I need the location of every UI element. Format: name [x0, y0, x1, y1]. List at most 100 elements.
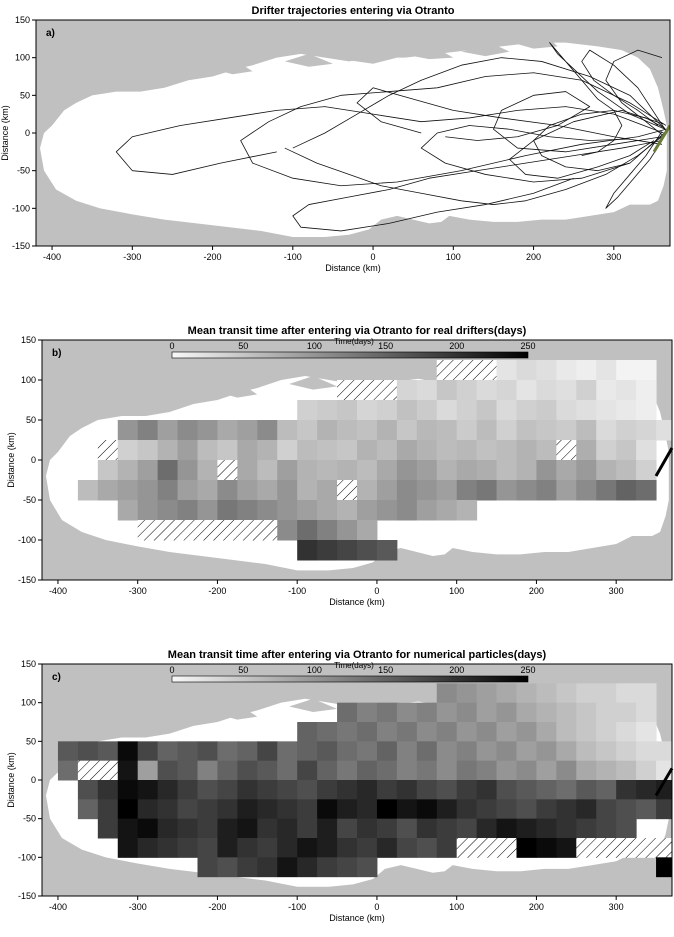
x-tick-label: 200 [529, 902, 544, 912]
heatmap-cell [456, 780, 478, 800]
heatmap-cell [157, 799, 179, 820]
heatmap-cell [177, 760, 199, 781]
x-tick-label: 300 [609, 902, 624, 912]
otranto-section-line [654, 767, 674, 797]
no-data-cell [217, 460, 238, 481]
heatmap-cell [177, 500, 199, 521]
heatmap-cell [297, 500, 318, 521]
heatmap-cell [636, 480, 657, 501]
colorbar-tick-label: 100 [307, 665, 322, 675]
heatmap-cell [217, 760, 238, 781]
heatmap-cell [616, 780, 637, 800]
heatmap-cell [636, 780, 657, 800]
heatmap-cell [237, 420, 258, 441]
numerical-particles-heatmap: 0 50 100 150 200 250 Time(days) -400 -300 -200 -10… [6, 649, 674, 923]
heatmap-cell [257, 420, 278, 441]
heatmap-cell [357, 799, 378, 820]
heatmap-cell [357, 818, 378, 839]
heatmap-cell [257, 838, 278, 858]
heatmap-cell [616, 799, 637, 820]
heatmap-cell [337, 702, 358, 723]
heatmap-cell [536, 741, 557, 762]
heatmap-cell [436, 420, 458, 441]
heatmap-cell [357, 480, 378, 501]
island [517, 38, 558, 49]
y-tick-label: 150 [15, 15, 30, 25]
y-tick-label: -50 [17, 166, 30, 176]
heatmap-cell [197, 780, 218, 800]
heatmap-cell [376, 440, 398, 461]
heatmap-cell [197, 741, 218, 762]
heatmap-cell [416, 780, 438, 800]
colorbar-label: Time(days) [334, 661, 374, 670]
heatmap-cell [137, 780, 159, 800]
x-tick-label: -100 [284, 252, 302, 262]
heatmap-cell [636, 702, 657, 723]
heatmap-cell [297, 780, 318, 800]
heatmap-cell [436, 480, 458, 501]
heatmap-cell [137, 500, 159, 521]
y-tick-label: -150 [12, 241, 30, 251]
heatmap-cell [476, 400, 498, 421]
heatmap-cell [496, 400, 517, 421]
heatmap-cell [357, 838, 378, 858]
heatmap-cell [596, 360, 617, 381]
heatmap-cell [456, 760, 478, 781]
heatmap-cell [476, 818, 498, 839]
heatmap-cell [416, 460, 438, 481]
heatmap-cell [337, 857, 358, 878]
otranto-section-line [652, 124, 670, 153]
no-data-cell [97, 760, 119, 781]
heatmap-cell [396, 460, 418, 481]
y-tick-label: -100 [18, 535, 36, 545]
heatmap-cell [317, 741, 338, 762]
heatmap-cell [456, 380, 478, 401]
x-tick-label: -200 [208, 902, 226, 912]
heatmap-cell [416, 380, 438, 401]
panel-label: b) [52, 348, 61, 359]
heatmap-cell [157, 480, 179, 501]
heatmap-cell [396, 420, 418, 441]
heatmap-cell [476, 741, 498, 762]
heatmap-cell [317, 400, 338, 421]
drifter-trajectory [240, 72, 667, 187]
heatmap-cell [636, 683, 657, 704]
heatmap-cell [157, 818, 179, 839]
heatmap-cell [357, 400, 378, 421]
heatmap-cell [436, 683, 458, 704]
heatmap-cell [117, 440, 139, 461]
heatmap-cell [177, 780, 199, 800]
heatmap-cell [317, 780, 338, 800]
heatmap-cell [297, 520, 318, 541]
island [217, 384, 258, 398]
colorbar [171, 351, 529, 359]
heatmap-cell [297, 857, 318, 878]
heatmap-cell [317, 760, 338, 781]
x-tick-label: 0 [371, 252, 376, 262]
heatmap-cell [117, 818, 139, 839]
heatmap-cell [636, 799, 657, 820]
heatmap-cell [297, 760, 318, 781]
heatmap-cell [516, 460, 537, 481]
heatmap-cell [297, 480, 318, 501]
heatmap-cell [376, 540, 398, 561]
heatmap-cell [297, 722, 318, 742]
heatmap-cell [536, 440, 557, 461]
heatmap-cell [436, 799, 458, 820]
trajectory-chart: -400 -300 -200 -100 0 100 200 300 150 100 50 0 -50 -1… [0, 5, 671, 273]
colorbar-tick-label: 0 [169, 341, 174, 351]
heatmap-cell [177, 838, 199, 858]
heatmap-cell [496, 380, 517, 401]
heatmap-cell [177, 818, 199, 839]
heatmap-cell [157, 460, 179, 481]
heatmap-cell [376, 400, 398, 421]
heatmap-cell [496, 760, 517, 781]
heatmap-cell [476, 760, 498, 781]
heatmap-cell [217, 780, 238, 800]
heatmap-cell [656, 857, 672, 878]
colorbar [171, 675, 529, 683]
heatmap-cell [57, 760, 79, 781]
no-data-cell [576, 838, 597, 858]
y-axis-label: Distance (km) [6, 752, 16, 808]
heatmap-cell [496, 722, 517, 742]
